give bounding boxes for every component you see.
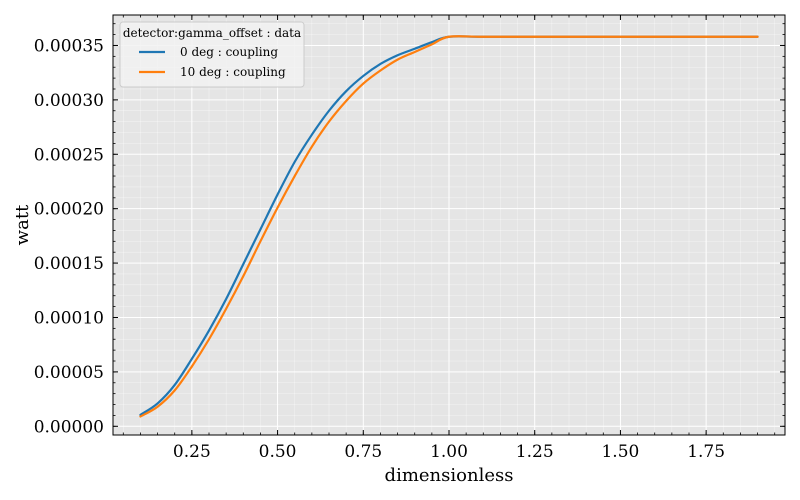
y-tick-label: 0.00015 bbox=[34, 254, 104, 274]
y-tick-label: 0.00020 bbox=[34, 200, 104, 220]
x-axis-label: dimensionless bbox=[385, 465, 514, 486]
y-tick-label: 0.00010 bbox=[34, 308, 104, 328]
x-tick-labels: 0.25 0.50 0.75 1.00 1.25 1.50 1.75 bbox=[173, 442, 725, 462]
x-tick-label: 0.50 bbox=[259, 442, 297, 462]
y-tick-label: 0.00025 bbox=[34, 145, 104, 165]
legend-title: detector:gamma_offset : data bbox=[123, 26, 301, 40]
y-tick-label: 0.00030 bbox=[34, 91, 104, 111]
x-tick-label: 0.25 bbox=[173, 442, 211, 462]
x-tick-label: 0.75 bbox=[344, 442, 382, 462]
legend-label-10-deg: 10 deg : coupling bbox=[180, 65, 286, 79]
y-tick-label: 0.00000 bbox=[34, 417, 104, 437]
x-tick-label: 1.00 bbox=[430, 442, 468, 462]
series-line-1 bbox=[139, 35, 759, 418]
legend-box bbox=[119, 21, 305, 88]
y-axis-label: watt bbox=[12, 204, 33, 245]
series-layer bbox=[139, 35, 759, 418]
major-grid bbox=[113, 15, 785, 435]
y-tick-label: 0.00035 bbox=[34, 36, 104, 56]
x-tick-label: 1.50 bbox=[601, 442, 639, 462]
y-tick-label: 0.00005 bbox=[34, 363, 104, 383]
y-tick-labels: 0.00000 0.00005 0.00010 0.00015 0.00020 0.000… bbox=[34, 36, 104, 437]
x-tick-label: 1.25 bbox=[516, 442, 554, 462]
legend-label-0-deg: 0 deg : coupling bbox=[180, 45, 278, 59]
x-tick-label: 1.75 bbox=[687, 442, 725, 462]
axis-ticks bbox=[113, 15, 785, 435]
legend: detector:gamma_offset : data 0 deg : cou… bbox=[119, 21, 305, 88]
